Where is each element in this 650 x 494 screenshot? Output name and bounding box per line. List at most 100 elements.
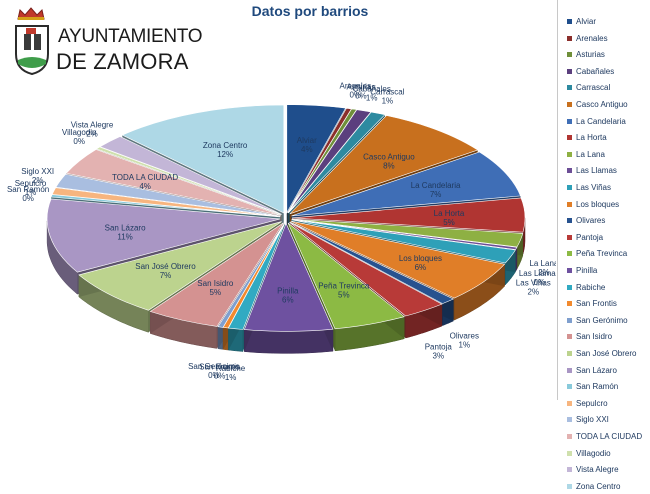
- legend-swatch: [567, 68, 572, 74]
- slice-label-las-vinas: Las Viñas 2%: [516, 279, 551, 297]
- slice-las-vinas: [291, 219, 516, 264]
- legend-swatch: [567, 85, 572, 91]
- slice-label-vista-alegre: Vista Alegre 2%: [71, 121, 114, 139]
- legend-label: San Ramón: [576, 382, 619, 392]
- legend-label: Alviar: [576, 17, 597, 26]
- legend-label: Siglo XXI: [576, 415, 609, 425]
- coat-of-arms-icon: [15, 25, 49, 76]
- legend-swatch: [567, 118, 572, 124]
- legend-swatch: [567, 367, 572, 373]
- legend-item-siglo-xxi: Siglo XXI: [567, 412, 609, 427]
- legend-swatch: [567, 400, 572, 406]
- legend-label: Peña Trevinca: [576, 249, 628, 259]
- legend-item-pantoja: Pantoja: [567, 230, 603, 245]
- slice-los-bloques: [290, 220, 506, 299]
- slice-san-lazaro: [46, 198, 281, 273]
- legend-label: Casco Antiguo: [576, 100, 628, 109]
- legend-swatch: [567, 218, 572, 224]
- legend-item-vista-alegre: Vista Alegre: [567, 462, 619, 477]
- legend-swatch: [567, 168, 572, 174]
- slice-label-rabiche: Rabiche 1%: [216, 364, 246, 382]
- legend-item-la-horta: La Horta: [567, 130, 607, 145]
- legend-swatch: [567, 52, 572, 58]
- legend-item-toda-la-ciudad: TODA LA CIUDAD: [567, 429, 642, 444]
- slice-label-la-horta: La Horta 5%: [434, 209, 465, 227]
- legend-label: Carrascal: [576, 83, 611, 93]
- slice-label-zona-centro: Zona Centro 12%: [203, 141, 248, 159]
- legend-item-pinilla: Pinilla: [567, 263, 597, 278]
- legend-swatch: [567, 19, 572, 24]
- legend-swatch: [567, 201, 572, 207]
- logo-line2: DE ZAMORA: [56, 49, 189, 74]
- legend-label: Las Viñas: [576, 183, 611, 192]
- slice-label-asturias: Asturias 0%: [346, 83, 375, 101]
- legend-label: Cabañales: [576, 66, 615, 76]
- legend-swatch: [567, 450, 572, 456]
- legend-item-asturias: Asturias: [567, 47, 605, 62]
- legend-swatch: [567, 384, 572, 390]
- legend-label: Pinilla: [576, 266, 598, 275]
- slice-villagodio: [95, 146, 282, 215]
- legend-label: Villagodio: [576, 448, 611, 458]
- slice-zona-centro: [121, 104, 285, 214]
- slice-label-san-jose-obrero: San José Obrero 7%: [135, 262, 196, 280]
- legend-item-san-isidro: San Isidro: [567, 329, 612, 344]
- legend-item-los-bloques: Los bloques: [567, 197, 619, 212]
- legend-item-san-geronimo: San Gerónimo: [567, 313, 628, 328]
- slice-pantoja: [289, 222, 443, 317]
- chart-legend: Alviar Arenales Asturias Cabañales Carrascal…: [557, 0, 650, 491]
- legend-item-san-frontis: San Frontis: [567, 296, 617, 311]
- legend-item-cabanales: Cabañales: [567, 64, 614, 79]
- legend-item-san-jose-obrero: San José Obrero: [567, 346, 636, 361]
- legend-label: Zona Centro: [576, 481, 621, 491]
- slice-label-alviar: Alviar 4%: [297, 136, 317, 154]
- slice-label-la-candelaria: La Candelaria 7%: [411, 181, 461, 199]
- slice-vista-alegre: [99, 136, 282, 215]
- legend-swatch: [567, 301, 572, 307]
- legend-swatch: [567, 434, 572, 439]
- legend-swatch: [567, 317, 572, 323]
- legend-label: Las Llamas: [576, 166, 617, 176]
- slice-carrascal: [288, 111, 386, 214]
- slice-la-horta: [291, 197, 526, 233]
- legend-swatch: [567, 284, 572, 290]
- slice-label-toda-la-ciudad: TODA LA CIUDAD 4%: [112, 173, 178, 191]
- legend-label: Rabiche: [576, 282, 606, 292]
- legend-item-san-lazaro: San Lázaro: [567, 363, 617, 378]
- slice-label-pinilla: Pinilla 6%: [277, 287, 299, 305]
- legend-label: San Isidro: [576, 332, 613, 342]
- legend-item-la-candelaria: La Candelaria: [567, 114, 626, 129]
- slice-label-cabanales: Cabañales 1%: [353, 84, 391, 102]
- chart-title: Datos por barrios: [251, 3, 369, 19]
- legend-label: Sepulcro: [576, 398, 608, 408]
- legend-label: Olivares: [576, 216, 606, 226]
- crown-icon: [17, 7, 45, 20]
- slice-label-casco-antiguo: Casco Antiguo 8%: [363, 152, 415, 170]
- legend-label: Vista Alegre: [576, 465, 619, 475]
- legend-swatch: [567, 185, 572, 190]
- legend-item-olivares: Olivares: [567, 213, 605, 228]
- legend-swatch: [567, 467, 572, 473]
- legend-swatch: [567, 483, 572, 489]
- slice-pinilla: [243, 222, 334, 332]
- slice-label-arenales: Arenales 0%: [340, 82, 372, 100]
- legend-item-villagodio: Villagodio: [567, 446, 611, 461]
- slice-casco-antiguo: [289, 115, 479, 215]
- slice-la-candelaria: [291, 151, 521, 217]
- legend-item-sepulcro: Sepulcro: [567, 396, 608, 411]
- slice-label-san-lazaro: San Lázaro 11%: [105, 223, 146, 241]
- legend-item-las-llamas: Las Llamas: [567, 163, 617, 178]
- slice-label-pantoja: Pantoja 3%: [425, 342, 453, 360]
- legend-label: La Lana: [576, 149, 605, 159]
- legend-label: San Lázaro: [576, 365, 617, 375]
- legend-swatch: [567, 251, 572, 257]
- legend-label: San Frontis: [576, 299, 617, 309]
- legend-item-alviar: Alviar: [567, 14, 596, 29]
- slice-siglo-xxi: [55, 173, 281, 217]
- slice-label-los-bloques: Los bloques 6%: [399, 254, 442, 272]
- slice-san-geronimo: [217, 223, 285, 328]
- legend-label: San Gerónimo: [576, 315, 628, 325]
- legend-label: Arenales: [576, 33, 608, 43]
- legend-swatch: [567, 417, 572, 423]
- slice-san-jose-obrero: [78, 221, 282, 311]
